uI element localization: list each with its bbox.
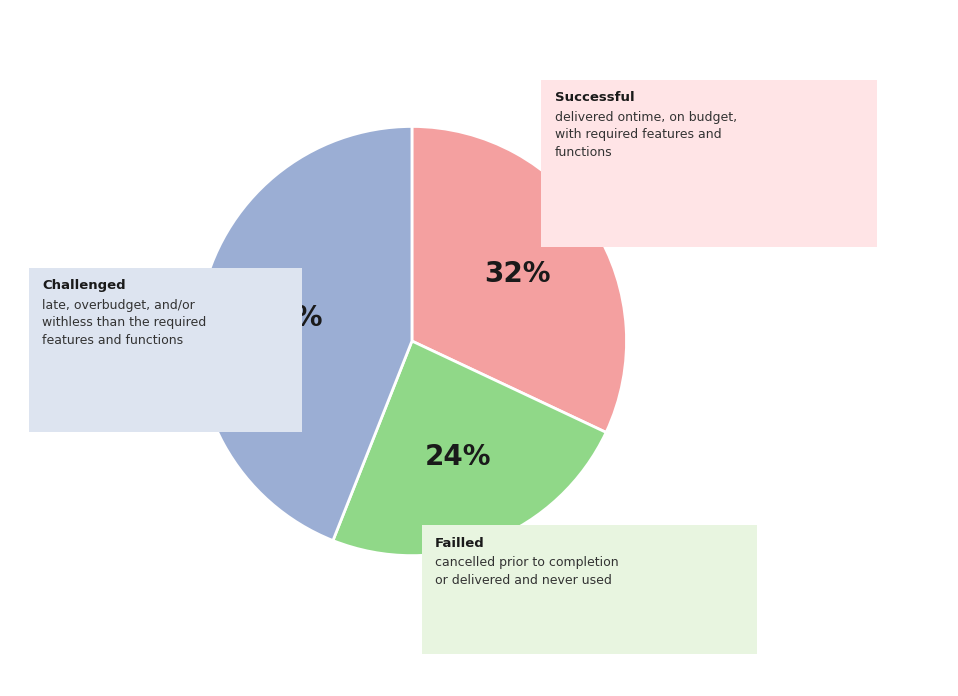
Wedge shape bbox=[197, 127, 412, 541]
Text: 24%: 24% bbox=[424, 443, 491, 470]
Text: delivered ontime, on budget,
with required features and
functions: delivered ontime, on budget, with requir… bbox=[555, 111, 737, 159]
Text: Failled: Failled bbox=[435, 537, 485, 550]
FancyBboxPatch shape bbox=[29, 268, 302, 432]
Wedge shape bbox=[333, 341, 606, 555]
Text: 32%: 32% bbox=[484, 260, 550, 288]
FancyBboxPatch shape bbox=[541, 80, 877, 247]
Text: Successful: Successful bbox=[555, 91, 634, 104]
Text: late, overbudget, and/or
withless than the required
features and functions: late, overbudget, and/or withless than t… bbox=[42, 299, 206, 347]
Text: Challenged: Challenged bbox=[42, 279, 125, 292]
Text: cancelled prior to completion
or delivered and never used: cancelled prior to completion or deliver… bbox=[435, 556, 619, 587]
Wedge shape bbox=[412, 127, 627, 432]
Text: 44%: 44% bbox=[257, 303, 323, 332]
FancyBboxPatch shape bbox=[422, 525, 757, 654]
